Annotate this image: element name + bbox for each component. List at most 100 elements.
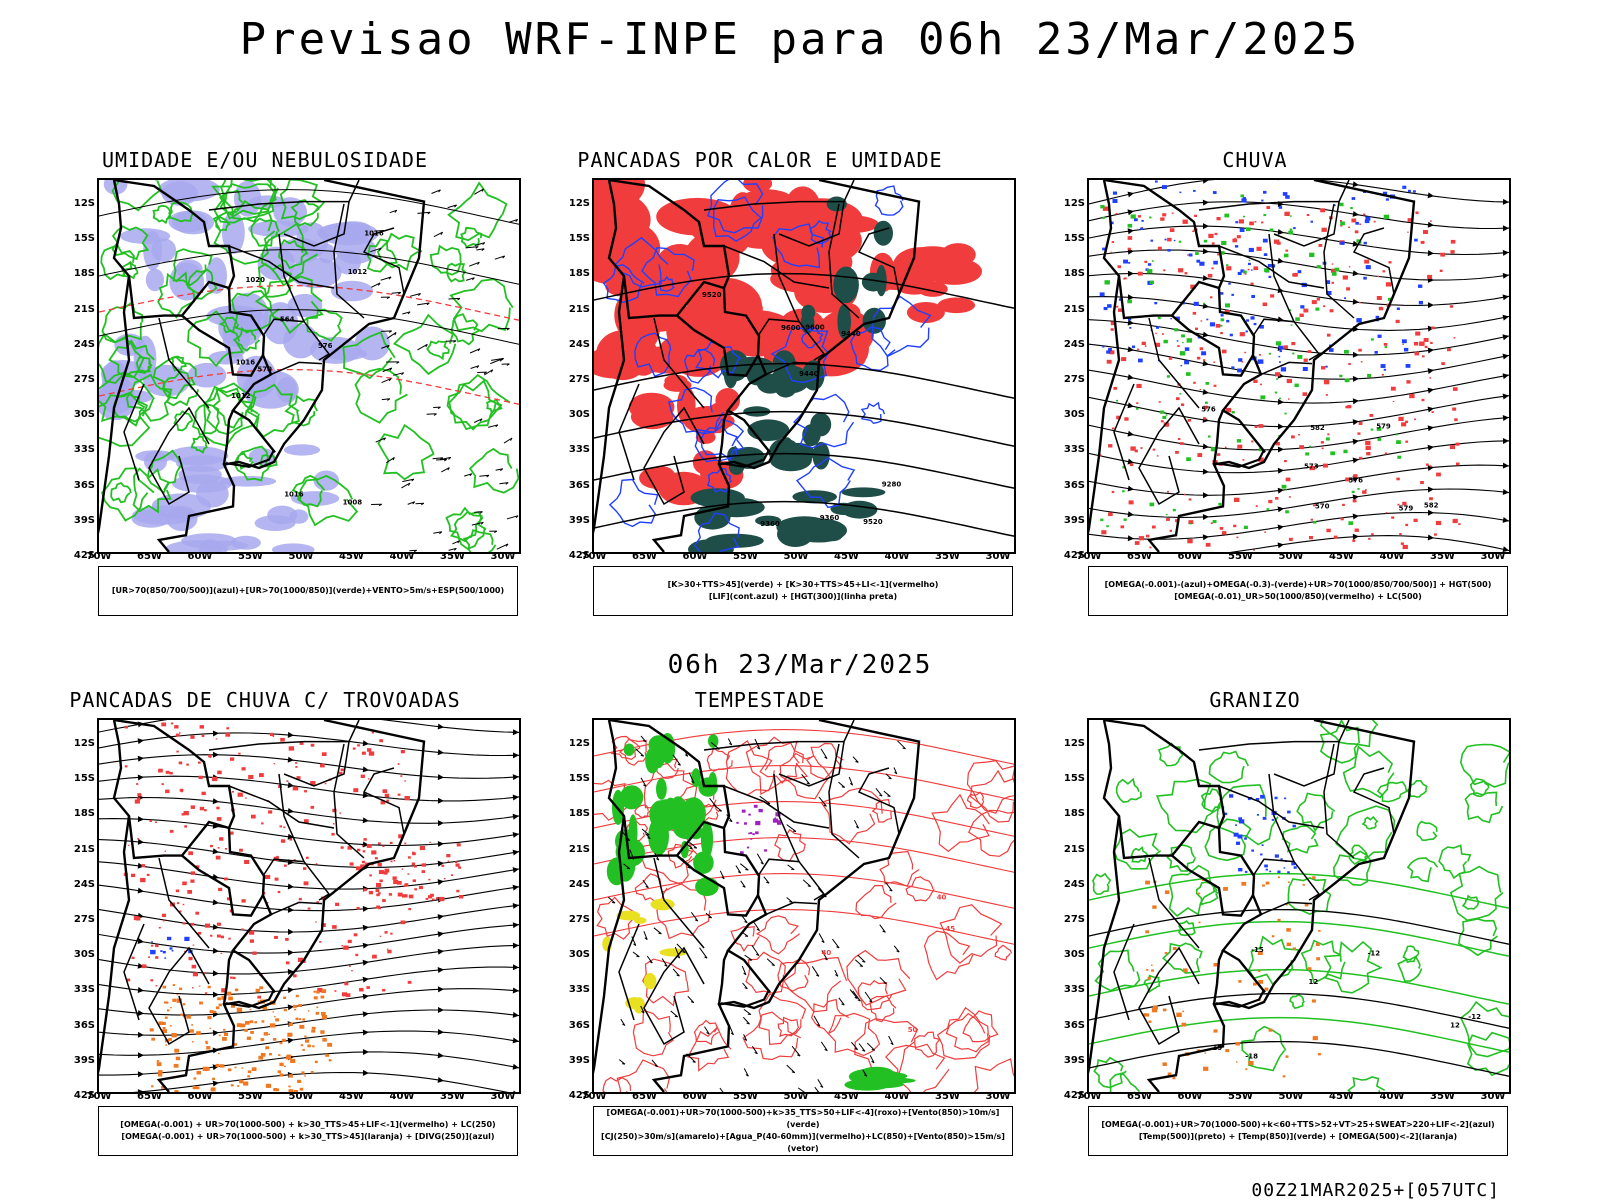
latitude-tick-label: 30S	[1055, 409, 1085, 420]
map-frame	[97, 718, 521, 1094]
legend-line: [CJ(250)>30m/s](amarelo)+[Agua_P(40-60mm…	[594, 1131, 1012, 1155]
latitude-tick-label: 36S	[65, 480, 95, 491]
latitude-tick-label: 27S	[560, 914, 590, 925]
forecast-map	[99, 720, 519, 1092]
latitude-tick-label: 24S	[560, 879, 590, 890]
contour-label: 1016	[284, 491, 304, 499]
latitude-tick-label: 21S	[560, 844, 590, 855]
main-title: Previsao WRF-INPE para 06h 23/Mar/2025	[0, 14, 1600, 65]
contour-label: 40	[937, 894, 947, 902]
panel-title: CHUVA	[1035, 148, 1475, 172]
latitude-tick-label: 15S	[560, 773, 590, 784]
latitude-tick-label: 39S	[65, 1055, 95, 1066]
latitude-tick-label: 24S	[65, 879, 95, 890]
latitude-tick-label: 33S	[65, 984, 95, 995]
contour-label: 1012	[348, 268, 368, 276]
legend-line: [OMEGA(-0.001) + UR>70(1000-500) + k>30_…	[99, 1131, 517, 1143]
legend-line: [OMEGA(-0.001)+UR>70(1000-500)+k>35_TTS>…	[594, 1107, 1012, 1131]
panel-legend: [OMEGA(-0.001)+UR>70(1000-500)+k<60+TTS>…	[1088, 1106, 1508, 1156]
latitude-tick-label: 39S	[560, 515, 590, 526]
legend-line: [UR>70(850/700/500)](azul)+[UR>70(1000/8…	[99, 585, 517, 597]
panel-title: PANCADAS POR CALOR E UMIDADE	[540, 148, 980, 172]
contour-label: 9440	[799, 370, 819, 378]
panel-legend: [UR>70(850/700/500)](azul)+[UR>70(1000/8…	[98, 566, 518, 616]
latitude-tick-label: 24S	[65, 339, 95, 350]
contour-label: 12	[1450, 1021, 1460, 1029]
latitude-tick-label: 15S	[1055, 773, 1085, 784]
panel-title: UMIDADE E/OU NEBULOSIDADE	[45, 148, 485, 172]
contour-label: 9520	[863, 518, 883, 526]
latitude-tick-label: 30S	[65, 409, 95, 420]
latitude-tick-label: 27S	[1055, 374, 1085, 385]
contour-label: 576	[1201, 406, 1216, 414]
latitude-tick-label: 39S	[1055, 515, 1085, 526]
latitude-tick-label: 18S	[560, 268, 590, 279]
latitude-tick-label: 18S	[65, 268, 95, 279]
latitude-tick-label: 36S	[1055, 480, 1085, 491]
latitude-tick-label: 21S	[1055, 304, 1085, 315]
contour-label: 576	[1348, 477, 1363, 485]
latitude-tick-label: 33S	[560, 984, 590, 995]
latitude-tick-label: 30S	[560, 409, 590, 420]
map-panel-pancadas-calor: PANCADAS POR CALOR E UMIDADE 12S 15S 18S 21S…	[540, 148, 980, 628]
contour-label: 582	[1424, 502, 1439, 510]
latitude-tick-label: 33S	[1055, 444, 1085, 455]
latitude-tick-label: 30S	[560, 949, 590, 960]
latitude-tick-label: 36S	[560, 1020, 590, 1031]
contour-label: -18	[1245, 1053, 1258, 1061]
latitude-tick-label: 27S	[65, 374, 95, 385]
contour-label: 579	[1376, 422, 1391, 430]
contour-label: 573	[1304, 463, 1319, 471]
latitude-tick-label: 36S	[560, 480, 590, 491]
panel-legend: [OMEGA(-0.001) + UR>70(1000-500) + k>30_…	[98, 1106, 518, 1156]
contour-label: 582	[1310, 424, 1325, 432]
contour-label: 1008	[343, 498, 363, 506]
contour-label: -12	[1368, 949, 1381, 957]
contour-label: 9520	[702, 291, 722, 299]
latitude-tick-label: 15S	[560, 233, 590, 244]
latitude-tick-label: 12S	[1055, 198, 1085, 209]
legend-line: [OMEGA(-0.001) + UR>70(1000-500) + k>30_…	[99, 1119, 517, 1131]
latitude-tick-label: 30S	[65, 949, 95, 960]
latitude-tick-label: 24S	[1055, 339, 1085, 350]
latitude-tick-label: 30S	[1055, 949, 1085, 960]
latitude-tick-label: 39S	[65, 515, 95, 526]
latitude-tick-label: 39S	[1055, 1055, 1085, 1066]
panel-title: TEMPESTADE	[540, 688, 980, 712]
forecast-time-title: 06h 23/Mar/2025	[0, 650, 1600, 680]
latitude-tick-label: 36S	[1055, 1020, 1085, 1031]
latitude-tick-label: 33S	[560, 444, 590, 455]
legend-line: [K>30+TTS>45](verde) + [K>30+TTS>45+LI<-…	[594, 579, 1012, 591]
latitude-tick-label: 21S	[560, 304, 590, 315]
contour-label: 50	[908, 1026, 918, 1034]
run-timestamp: 00Z21MAR2025+[057UTC]	[1251, 1180, 1500, 1201]
contour-label: 9360	[820, 514, 840, 522]
latitude-tick-label: 21S	[1055, 844, 1085, 855]
panel-title: PANCADAS DE CHUVA C/ TROVOADAS	[45, 688, 485, 712]
contour-label: 9600	[805, 324, 825, 332]
latitude-tick-label: 27S	[1055, 914, 1085, 925]
latitude-tick-label: 12S	[65, 738, 95, 749]
contour-label: 9360	[760, 520, 780, 528]
contour-label: 579	[1399, 505, 1414, 513]
latitude-tick-label: 24S	[560, 339, 590, 350]
panel-title: GRANIZO	[1035, 688, 1475, 712]
latitude-tick-label: 15S	[65, 773, 95, 784]
contour-label: 9600	[781, 324, 801, 332]
latitude-tick-label: 12S	[560, 198, 590, 209]
latitude-tick-label: 12S	[560, 738, 590, 749]
contour-label: 9280	[882, 480, 902, 488]
latitude-tick-label: 21S	[65, 844, 95, 855]
latitude-tick-label: 27S	[65, 914, 95, 925]
